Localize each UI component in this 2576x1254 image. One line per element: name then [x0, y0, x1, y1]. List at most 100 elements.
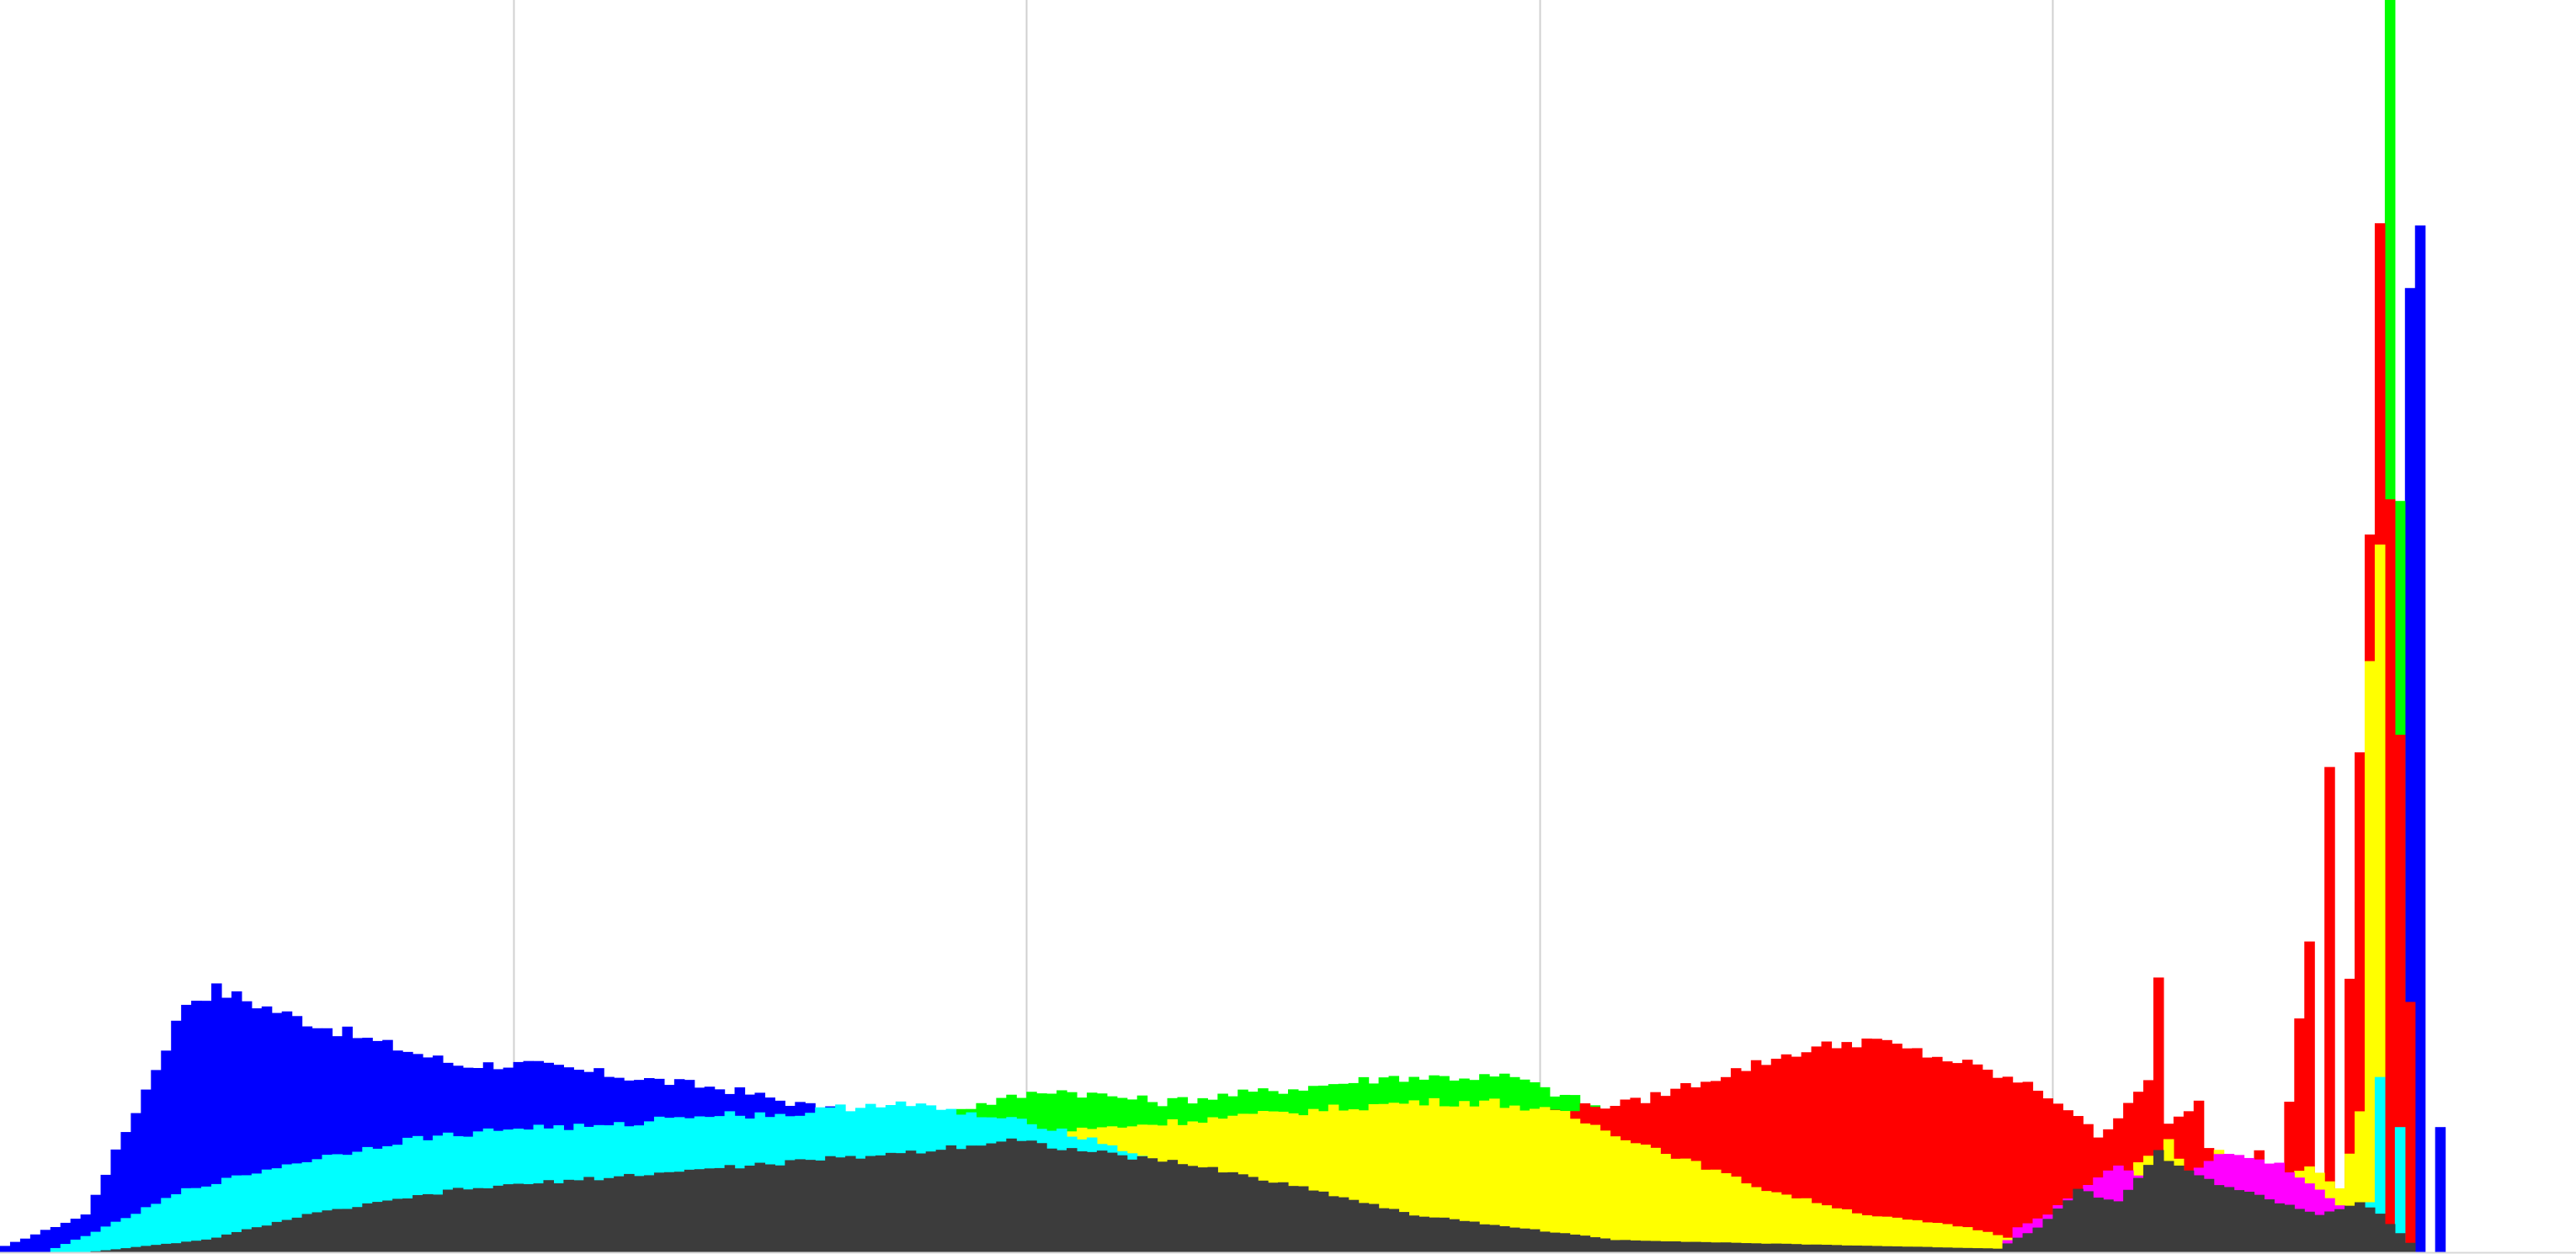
histogram-bar	[1750, 1187, 1762, 1252]
histogram-bar	[1147, 1158, 1158, 1252]
histogram-bar	[2042, 1098, 2054, 1252]
histogram-bar	[2394, 735, 2406, 1252]
histogram-bar	[1881, 1039, 1892, 1252]
histogram-bar	[925, 1151, 937, 1252]
histogram-bar	[1177, 1164, 1189, 1252]
histogram-bar	[1167, 1160, 1179, 1252]
histogram-bar	[1589, 1124, 1601, 1252]
histogram-bar	[161, 1198, 172, 1252]
histogram-bar	[2052, 1208, 2063, 1252]
histogram-bar	[1982, 1069, 1993, 1252]
histogram-bar	[1972, 1230, 1983, 1252]
histogram-bar	[271, 1221, 283, 1252]
histogram-bar	[2264, 1199, 2275, 1252]
histogram-bar	[935, 1150, 947, 1252]
histogram-bar	[1106, 1152, 1118, 1252]
histogram-bar	[2374, 1214, 2386, 1252]
histogram-bar	[1951, 1247, 1963, 1252]
histogram-bar	[865, 1156, 876, 1252]
histogram-bar	[110, 1221, 122, 1252]
histogram-bar	[423, 1193, 434, 1252]
histogram-bar	[2435, 1127, 2446, 1252]
histogram-bar	[1086, 1151, 1098, 1252]
histogram-bar	[1791, 1244, 1802, 1252]
histogram-bar	[1439, 1217, 1450, 1252]
histogram-bar	[1680, 1158, 1691, 1252]
histogram-bar	[1499, 1108, 1510, 1252]
histogram-bar	[1740, 1243, 1752, 1252]
histogram-bar	[2324, 1211, 2335, 1252]
histogram-bar	[1941, 1061, 1953, 1252]
series-7-bars	[90, 1138, 2416, 1252]
histogram-bar	[764, 1164, 775, 1252]
histogram-bar	[543, 1180, 555, 1252]
histogram-bar	[1992, 1077, 2004, 1252]
histogram-bar	[1418, 1216, 1429, 1252]
histogram-bar	[1941, 1247, 1953, 1252]
histogram-bar	[1680, 1241, 1691, 1252]
histogram-bar	[1841, 1209, 1852, 1252]
histogram-bar	[120, 1218, 131, 1252]
histogram-bar	[1429, 1217, 1440, 1252]
histogram-bar	[1670, 1158, 1681, 1252]
histogram-bar	[2233, 1190, 2245, 1252]
histogram-bar	[2012, 1237, 2024, 1252]
histogram-bar	[1569, 1119, 1581, 1252]
histogram-bar	[1941, 1224, 1953, 1252]
histogram-bar	[130, 1214, 141, 1252]
histogram-bar	[1207, 1166, 1218, 1252]
histogram-bar	[342, 1209, 353, 1252]
histogram-bar	[301, 1214, 313, 1252]
histogram-bar	[694, 1169, 705, 1252]
histogram-bar	[583, 1177, 594, 1252]
histogram-bar	[1459, 1101, 1470, 1252]
histogram-bar	[1157, 1161, 1168, 1252]
histogram-bar	[1509, 1227, 1520, 1252]
histogram-bar	[100, 1250, 112, 1252]
histogram-bar	[151, 1204, 162, 1252]
histogram-bar	[2243, 1192, 2255, 1252]
histogram-bar	[1861, 1215, 1872, 1252]
histogram-bar	[2364, 1207, 2376, 1252]
histogram-bar	[2223, 1187, 2235, 1252]
histogram-bar	[291, 1217, 303, 1252]
histogram-bar	[2133, 1177, 2144, 1252]
histogram-bar	[90, 1251, 102, 1252]
histogram-bar	[2062, 1200, 2073, 1252]
histogram-bar	[684, 1169, 695, 1252]
histogram-bar	[0, 1246, 11, 1252]
histogram-bar	[1620, 1140, 1631, 1252]
histogram-bar	[1711, 1169, 1722, 1252]
histogram-bar	[1720, 1172, 1732, 1252]
histogram-bar	[161, 1243, 172, 1252]
histogram-bar	[1861, 1246, 1872, 1252]
histogram-bar	[1358, 1203, 1370, 1252]
histogram-bar	[1006, 1138, 1017, 1252]
histogram-bar	[1297, 1186, 1309, 1252]
histogram-bar	[60, 1244, 72, 1252]
histogram-bar	[1328, 1196, 1339, 1252]
histogram-bar	[1056, 1150, 1067, 1252]
histogram-bar	[1871, 1246, 1882, 1252]
histogram-bar	[2404, 1242, 2416, 1252]
histogram-bar	[211, 1237, 222, 1252]
histogram-bar	[402, 1198, 413, 1252]
histogram-bar	[2032, 1090, 2044, 1252]
histogram-bar	[1076, 1151, 1088, 1252]
histogram-bar	[533, 1183, 545, 1252]
histogram-bar	[563, 1179, 574, 1252]
histogram-bar	[19, 1238, 31, 1252]
histogram-bar	[2334, 1209, 2345, 1252]
histogram-bar	[1961, 1060, 1973, 1252]
histogram-bar	[29, 1234, 41, 1252]
histogram-bar	[2384, 499, 2396, 1252]
histogram-bar	[1892, 1044, 1903, 1252]
histogram-bar	[1016, 1140, 1027, 1252]
histogram-bar	[714, 1167, 726, 1252]
histogram-bar	[1700, 1169, 1711, 1252]
histogram-bar	[1992, 1235, 2004, 1252]
histogram-bar	[1408, 1215, 1419, 1252]
histogram-bar	[2012, 1082, 2024, 1252]
histogram-bar	[1690, 1241, 1701, 1252]
